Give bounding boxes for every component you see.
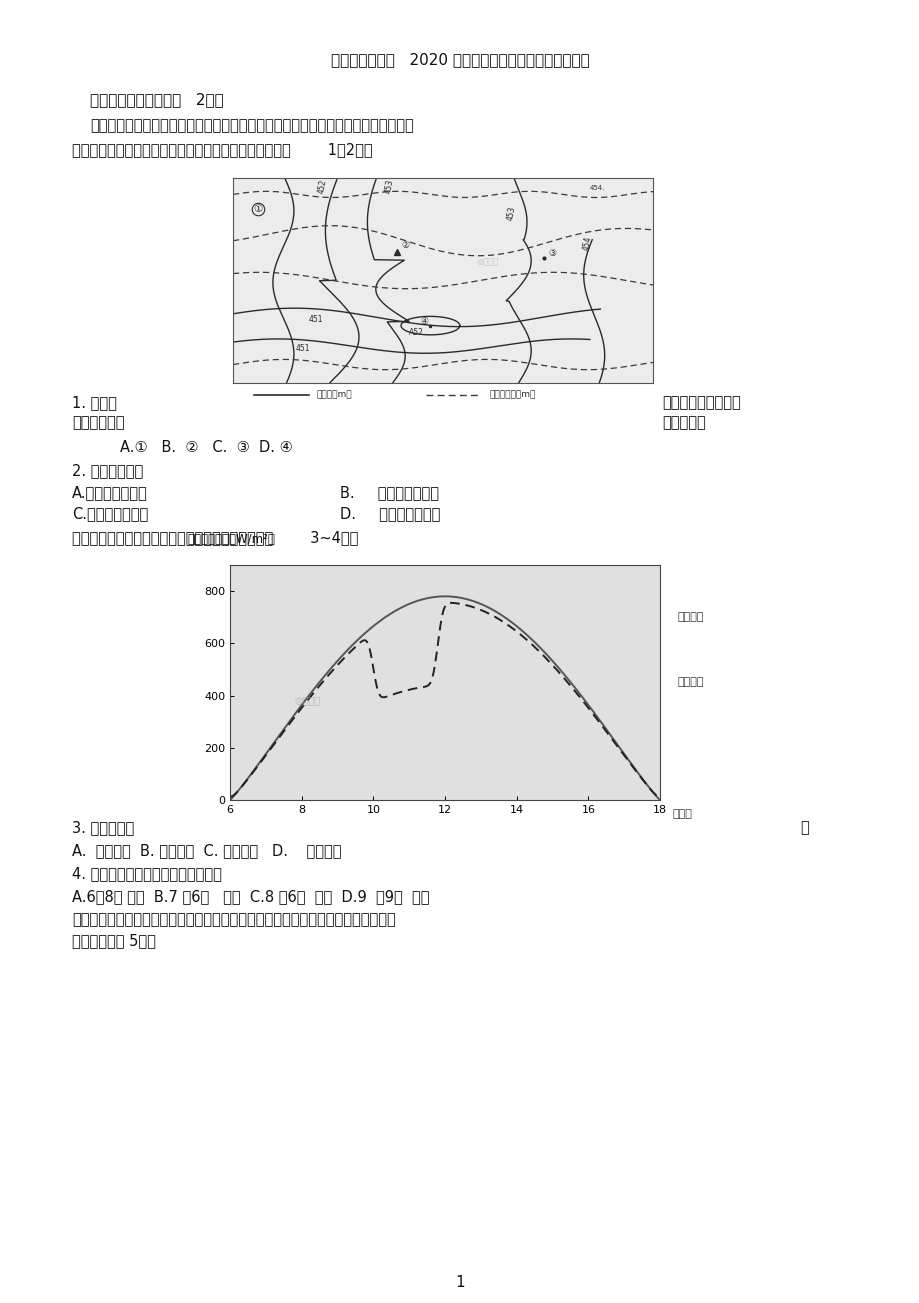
Text: D.     地下水补给河水: D. 地下水补给河水 xyxy=(340,506,440,521)
Text: 3. 该地可能位: 3. 该地可能位 xyxy=(72,820,134,835)
Text: 下图示意我国华北某市冬夏季节热岛强度（两个代表性测点的气温差値）逐时分布。: 下图示意我国华北某市冬夏季节热岛强度（两个代表性测点的气温差値）逐时分布。 xyxy=(72,912,395,926)
Text: ④: ④ xyxy=(420,317,427,326)
Text: B.     水量正达最大値: B. 水量正达最大値 xyxy=(340,485,438,500)
Text: 452: 452 xyxy=(317,179,328,194)
Text: 等高线（m）: 等高线（m） xyxy=(317,391,352,400)
Text: 条件看，图示区域杂: 条件看，图示区域杂 xyxy=(662,395,740,410)
Text: 1. 从光照: 1. 从光照 xyxy=(72,395,117,410)
Text: 等潜水位线（m）: 等潜水位线（m） xyxy=(489,391,535,400)
Text: 的地下水。潜水位：潜水面上任一点的海拘高程），完成        1～2题。: 的地下水。潜水位：潜水面上任一点的海拘高程），完成 1～2题。 xyxy=(72,142,372,156)
Text: ◎正版云: ◎正版云 xyxy=(476,257,498,266)
Text: 太阳辐射强度（W/m²）: 太阳辐射强度（W/m²） xyxy=(187,533,275,546)
Text: 安徽省怀宁中学   2020 届高三地理上学期第二次月考试题: 安徽省怀宁中学 2020 届高三地理上学期第二次月考试题 xyxy=(330,52,589,66)
Text: 草生长最为旺: 草生长最为旺 xyxy=(72,414,124,430)
Text: ③: ③ xyxy=(548,249,555,258)
Text: A52: A52 xyxy=(409,328,424,336)
Text: 读图，完成第 5题。: 读图，完成第 5题。 xyxy=(72,933,155,949)
Text: 454: 454 xyxy=(581,236,593,251)
Text: 理论数値: 理论数値 xyxy=(677,612,704,623)
Text: A.6月8日 多云  B.7 月6日   阵雨  C.8 月6日  浓雾  D.9  月9日  小雨: A.6月8日 多云 B.7 月6日 阵雨 C.8 月6日 浓雾 D.9 月9日 … xyxy=(72,889,429,904)
Text: 451: 451 xyxy=(296,344,311,353)
Text: 于: 于 xyxy=(800,820,808,835)
Text: A.①   B.  ②   C.  ③  D. ④: A.① B. ② C. ③ D. ④ xyxy=(119,440,292,455)
Text: 453: 453 xyxy=(384,179,395,194)
Text: 4. 该地的日期与天气状况可能分别是: 4. 该地的日期与天气状况可能分别是 xyxy=(72,866,221,881)
Text: ①: ① xyxy=(254,203,263,214)
Text: 读我国江南某地等高线和等潜水位线分布图（潜水：埋藏于地表第一个稳定隔水层上: 读我国江南某地等高线和等潜水位线分布图（潜水：埋藏于地表第一个稳定隔水层上 xyxy=(90,119,414,133)
Text: ◎正版云: ◎正版云 xyxy=(294,696,321,705)
Text: C.含沙量达最大値: C.含沙量达最大値 xyxy=(72,506,148,521)
Text: A.自西南流向东北: A.自西南流向东北 xyxy=(72,485,148,500)
Text: 451: 451 xyxy=(308,314,323,323)
Text: A.  武夷山区  B. 大兴安岭  C. 天山山区   D.    云贵高原: A. 武夷山区 B. 大兴安岭 C. 天山山区 D. 云贵高原 xyxy=(72,843,341,857)
Text: ②: ② xyxy=(401,241,409,250)
Text: 453: 453 xyxy=(505,205,516,222)
Text: （时）: （时） xyxy=(672,809,692,820)
Text: 实测数値: 实测数値 xyxy=(677,678,704,688)
Text: 2. 图中河流此时: 2. 图中河流此时 xyxy=(72,463,143,478)
Text: 下图示意我国某地太阳辐射强度日变化。读图，完成        3~4题。: 下图示意我国某地太阳辐射强度日变化。读图，完成 3~4题。 xyxy=(72,530,358,545)
Text: 1: 1 xyxy=(455,1276,464,1290)
Text: 454.: 454. xyxy=(589,185,605,192)
Text: 一、单项选择题（每题   2分）: 一、单项选择题（每题 2分） xyxy=(90,93,223,107)
Text: 盛的地点是: 盛的地点是 xyxy=(662,414,705,430)
